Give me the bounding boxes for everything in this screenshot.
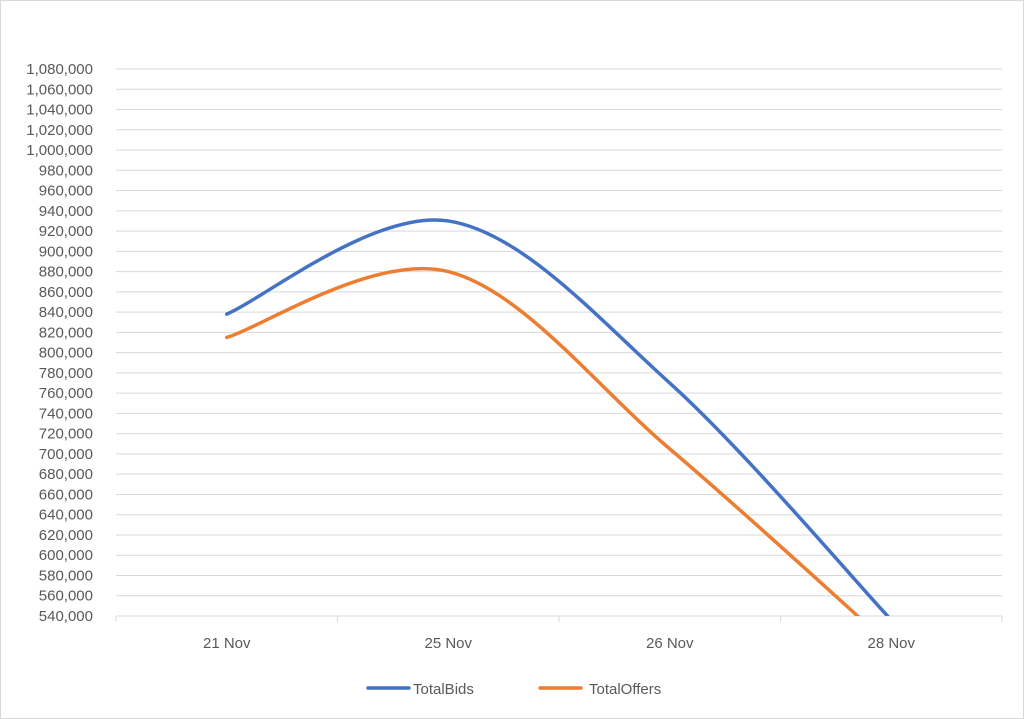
y-tick-label: 1,080,000: [26, 61, 93, 78]
y-tick-label: 740,000: [39, 405, 93, 422]
y-tick-label: 560,000: [39, 588, 93, 605]
series-lines: [225, 218, 890, 616]
y-tick-label: 900,000: [39, 243, 93, 260]
y-tick-label: 540,000: [39, 608, 93, 625]
y-tick-label: 620,000: [39, 527, 93, 544]
y-tick-label: 1,000,000: [26, 142, 93, 159]
y-tick-label: 820,000: [39, 324, 93, 341]
series-line-totalbids: [225, 218, 890, 616]
y-tick-label: 940,000: [39, 203, 93, 220]
y-tick-label: 1,040,000: [26, 102, 93, 119]
y-tick-label: 760,000: [39, 385, 93, 402]
y-tick-label: 700,000: [39, 446, 93, 463]
y-tick-label: 1,060,000: [26, 81, 93, 98]
x-tick-label: 28 Nov: [867, 635, 915, 652]
y-tick-label: 780,000: [39, 365, 93, 382]
y-tick-label: 880,000: [39, 264, 93, 281]
y-tick-label: 680,000: [39, 466, 93, 483]
y-tick-label: 600,000: [39, 547, 93, 564]
y-tick-label: 800,000: [39, 345, 93, 362]
y-tick-label: 980,000: [39, 162, 93, 179]
x-tick-label: 26 Nov: [646, 635, 694, 652]
y-tick-label: 840,000: [39, 304, 93, 321]
y-tick-label: 1,020,000: [26, 122, 93, 139]
x-axis: 21 Nov 25 Nov 26 Nov 28 Nov: [115, 615, 1003, 652]
legend: TotalBids TotalOffers: [366, 681, 661, 698]
series-line-totaloffers: [225, 266, 861, 616]
y-tick-label: 920,000: [39, 223, 93, 240]
y-axis: 540,000 560,000 580,000 600,000 620,000 640,0…: [26, 61, 93, 625]
y-tick-label: 720,000: [39, 426, 93, 443]
y-tick-label: 960,000: [39, 183, 93, 200]
legend-label: TotalBids: [413, 681, 474, 698]
y-tick-label: 580,000: [39, 567, 93, 584]
x-tick-label: 25 Nov: [424, 635, 472, 652]
gridlines: [116, 68, 1002, 597]
legend-label: TotalOffers: [589, 681, 661, 698]
x-tick-label: 21 Nov: [203, 635, 251, 652]
y-tick-label: 860,000: [39, 284, 93, 301]
y-tick-label: 660,000: [39, 486, 93, 503]
y-tick-label: 640,000: [39, 507, 93, 524]
